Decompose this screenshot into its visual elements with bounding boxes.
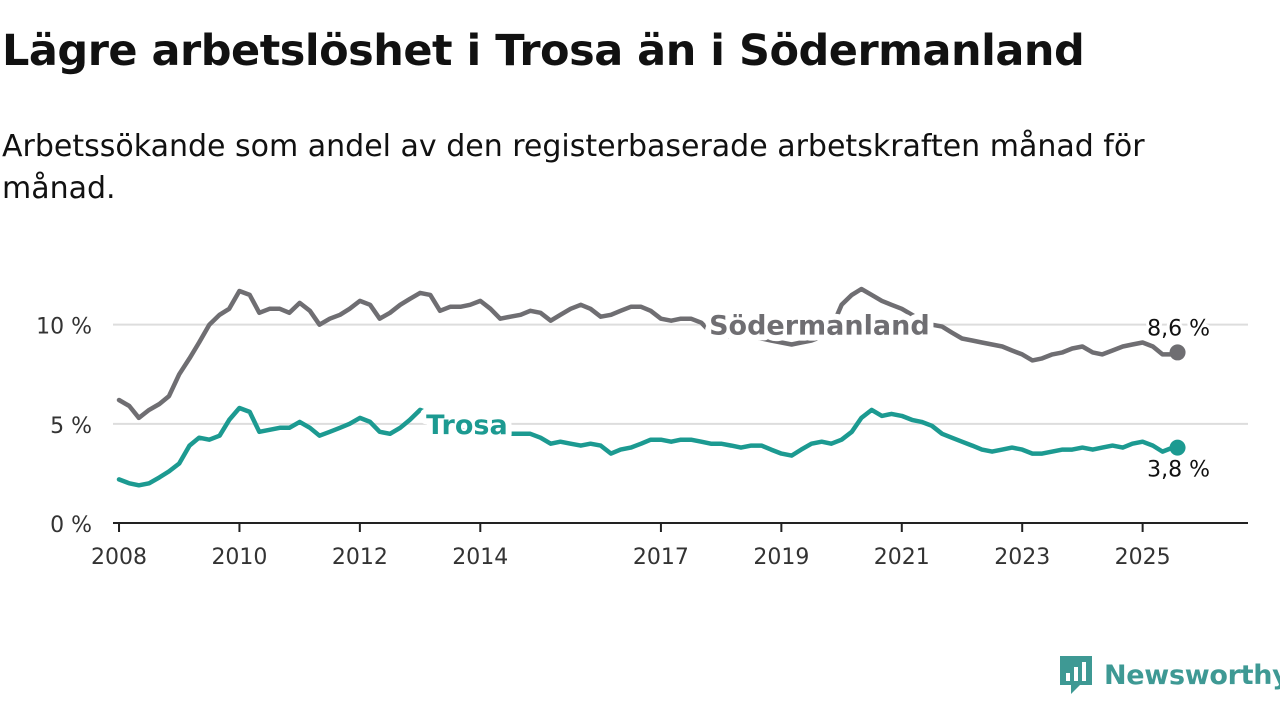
- brand-logo: Newsworthy: [1058, 653, 1280, 697]
- x-tick-label: 2021: [874, 545, 930, 570]
- end-value-label: 8,6 %: [1147, 316, 1210, 341]
- x-tick-label: 2025: [1115, 545, 1171, 570]
- series-label: Södermanland: [709, 311, 930, 342]
- newsworthy-logo-icon: [1060, 656, 1092, 694]
- end-value-label: 3,8 %: [1147, 458, 1210, 483]
- chart-subtitle: Arbetssökande som andel av den registerb…: [2, 129, 1145, 206]
- series-line: [116, 405, 1180, 488]
- x-tick-label: 2008: [91, 545, 147, 570]
- x-tick-label: 2019: [753, 545, 809, 570]
- x-tick-label: 2023: [994, 545, 1050, 570]
- y-tick-label: 10 %: [36, 315, 92, 340]
- end-point: [1169, 439, 1186, 456]
- series-label: Trosa: [426, 410, 508, 441]
- end-point: [1169, 344, 1186, 361]
- x-tick-label: 2014: [452, 545, 508, 570]
- y-tick-label: 0 %: [50, 513, 92, 538]
- brand-name: Newsworthy: [1104, 659, 1280, 691]
- x-tick-label: 2010: [211, 545, 267, 570]
- y-tick-label: 5 %: [50, 414, 92, 439]
- x-tick-label: 2012: [332, 545, 388, 570]
- x-tick-label: 2017: [633, 545, 689, 570]
- series-line: [116, 286, 1180, 421]
- chart-title: Lägre arbetslöshet i Trosa än i Söderman…: [2, 26, 1085, 76]
